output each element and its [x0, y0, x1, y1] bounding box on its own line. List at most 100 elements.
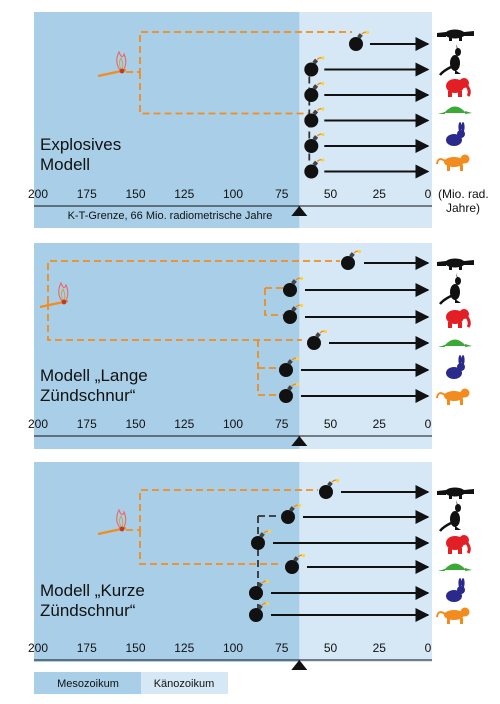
bomb-body — [285, 560, 299, 574]
tiger-head — [460, 607, 470, 617]
rabbit-ear — [458, 355, 462, 365]
rabbit-ear — [458, 578, 462, 588]
armadillo-shell — [444, 563, 466, 570]
platypus-body — [445, 29, 465, 39]
fuse-line — [257, 340, 278, 396]
bomb-cap — [289, 506, 295, 512]
platypus-body — [445, 258, 465, 268]
bomb-body — [341, 256, 355, 270]
bomb-spark — [365, 30, 370, 35]
elephant-head — [459, 78, 469, 88]
bomb-cap — [349, 252, 355, 258]
burning-match-icon — [97, 50, 127, 78]
kangaroo-body — [450, 511, 460, 527]
bomb-body — [279, 363, 293, 377]
legend: Mesozoikum Känozoikum — [34, 672, 228, 694]
axis-tick-label: 0 — [425, 641, 432, 655]
bomb-body — [304, 139, 319, 153]
panel-title-line-1: Explosives — [40, 135, 121, 154]
match-flame-inner — [119, 515, 124, 528]
platypus-icon — [437, 29, 474, 41]
bomb-icon — [251, 529, 272, 550]
bomb-spark — [297, 503, 302, 508]
elephant-head — [459, 309, 469, 319]
tiger-leg — [447, 618, 450, 624]
platypus-leg — [459, 37, 462, 41]
bomb-cap — [287, 359, 293, 365]
axis-tick-label: 175 — [77, 417, 97, 431]
tiger-leg — [460, 165, 463, 171]
axis-unit-label: Jahre) — [446, 201, 480, 215]
bomb-spark — [335, 478, 340, 483]
axis-tick-label: 200 — [28, 417, 48, 431]
bomb-icon — [281, 503, 302, 524]
axis-tick-label: 175 — [77, 641, 97, 655]
bomb-body — [251, 536, 265, 550]
elephant-trunk — [465, 85, 471, 97]
bomb-icon — [304, 81, 325, 102]
bomb-icon — [249, 579, 270, 600]
tiger-head — [460, 154, 470, 164]
tiger-leg — [447, 165, 450, 171]
tiger-tail — [436, 611, 446, 618]
platypus-leg — [459, 266, 462, 270]
armadillo-shell — [444, 339, 466, 346]
kangaroo-body — [450, 284, 460, 300]
fuse-line — [47, 260, 340, 303]
kt-boundary-marker — [291, 660, 308, 670]
axis-tick-label: 50 — [324, 641, 338, 655]
match-flame — [116, 508, 127, 530]
rabbit-body — [446, 590, 462, 602]
bomb-cap — [312, 58, 319, 65]
elephant-leg — [448, 548, 452, 554]
kangaroo-ear — [456, 273, 458, 278]
elephant-icon — [446, 535, 471, 554]
tiger-body — [444, 157, 464, 167]
axis-tick-label: 175 — [77, 187, 97, 201]
bomb-spark — [295, 356, 300, 361]
elephant-leg — [458, 322, 462, 328]
bomb-cap — [312, 84, 319, 90]
rabbit-body — [446, 367, 462, 379]
bomb-body — [283, 310, 297, 324]
match-flame-inner — [119, 57, 124, 70]
platypus-bill — [464, 260, 474, 265]
armadillo-tail — [438, 569, 445, 571]
panel-title-line-1: Modell „Kurze — [40, 581, 145, 600]
bomb-spark — [265, 579, 270, 584]
bomb-cap — [257, 604, 263, 610]
bomb-cap — [293, 556, 299, 562]
axis-tick-label: 150 — [125, 187, 145, 201]
platypus-leg — [449, 495, 452, 499]
tiger-tail — [436, 392, 446, 399]
bomb-body — [319, 485, 333, 499]
kangaroo-foot — [455, 70, 461, 74]
bomb-icon — [304, 132, 325, 153]
armadillo-tail — [438, 345, 445, 347]
rabbit-ear — [461, 578, 465, 588]
bomb-cap — [312, 109, 319, 116]
rabbit-ear — [458, 122, 462, 132]
kt-boundary-label: K-T-Grenze, 66 Mio. radiometrische Jahre — [68, 210, 273, 222]
armadillo-tail — [438, 112, 445, 114]
elephant-leg — [448, 322, 452, 328]
rabbit-icon — [446, 578, 465, 602]
fuse-line — [47, 303, 302, 341]
bomb-spark — [321, 107, 325, 111]
bomb-cap — [287, 385, 293, 391]
platypus-bill — [464, 489, 474, 494]
bomb-icon — [304, 107, 325, 128]
bomb-spark — [295, 382, 300, 387]
bomb-cap — [291, 306, 297, 312]
kt-boundary-marker — [291, 206, 308, 216]
legend-mesozoic-swatch — [34, 672, 141, 694]
mesozoic-background — [34, 243, 300, 449]
elephant-head — [459, 535, 469, 545]
platypus-leg — [449, 37, 452, 41]
bomb-icon — [285, 553, 306, 574]
legend-cenozoic-label: Känozoikum — [154, 678, 215, 690]
bomb-spark — [323, 329, 328, 334]
